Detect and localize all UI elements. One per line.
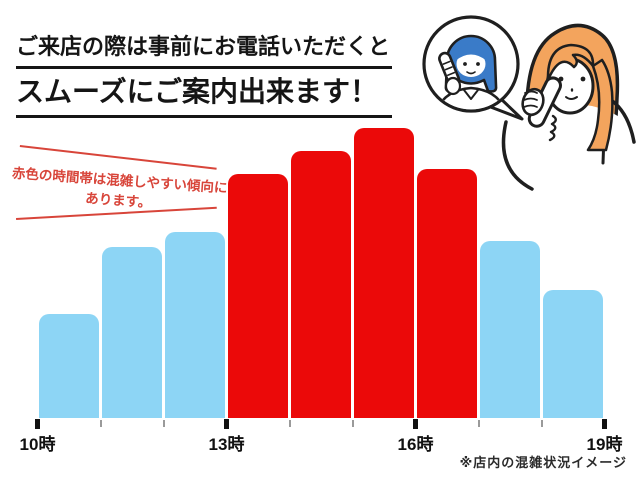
chart-caption: ※店内の混雑状況イメージ — [459, 455, 627, 470]
title-underline-2 — [16, 114, 392, 118]
page-title-line-1: ご来店の際は事前にお電話いただくと — [16, 34, 391, 59]
bar-16-17 — [417, 169, 477, 418]
bar-18-19 — [543, 290, 603, 418]
axis-major-tick — [413, 419, 418, 429]
axis-major-tick — [224, 419, 229, 429]
bar-11-12 — [102, 247, 162, 418]
axis-minor-tick — [162, 420, 165, 427]
page-title-line-2: スムーズにご案内出来ます！ — [16, 76, 379, 108]
axis-label-13: 13時 — [208, 435, 245, 454]
axis-minor-tick — [540, 420, 543, 427]
axis-major-tick — [35, 419, 40, 429]
axis-minor-tick — [477, 420, 480, 427]
axis-minor-tick — [351, 420, 354, 427]
axis-label-19: 19時 — [586, 435, 623, 454]
bar-10-11 — [39, 314, 99, 418]
header: ご来店の際は事前にお電話いただくと スムーズにご案内出来ます！ — [16, 34, 392, 118]
crowding-note: 赤色の時間帯は混雑しやすい傾向に あります。 — [8, 140, 230, 230]
bar-14-15 — [291, 151, 351, 418]
axis-label-16: 16時 — [397, 435, 434, 454]
bar-17-18 — [480, 241, 540, 418]
title-underline-1 — [16, 66, 392, 70]
axis-major-tick — [602, 419, 607, 429]
bar-12-13 — [165, 232, 225, 418]
bar-15-16 — [354, 128, 414, 418]
axis-minor-tick — [99, 420, 102, 427]
axis-minor-tick — [288, 420, 291, 427]
axis-label-10: 10時 — [19, 435, 56, 454]
bar-13-14 — [228, 174, 288, 418]
